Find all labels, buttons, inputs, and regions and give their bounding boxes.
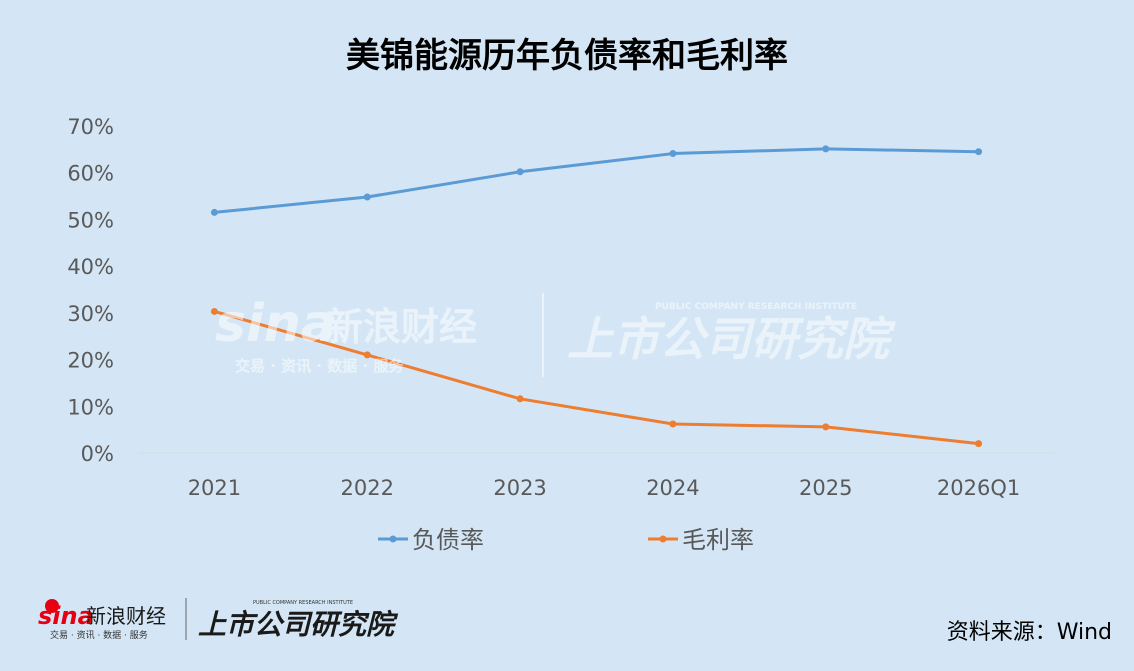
series-layer [210, 145, 983, 448]
x-axis: 2021 2022 2023 2024 2025 2026Q1 [188, 476, 1021, 500]
x-tick-label: 2022 [341, 476, 394, 500]
footer-institute-en: PUBLIC COMPANY RESEARCH INSTITUTE [253, 600, 353, 606]
data-point [669, 420, 677, 428]
y-tick-label: 60% [67, 162, 114, 186]
series-line-1 [212, 147, 981, 214]
data-point [975, 148, 983, 156]
y-tick-label: 30% [67, 302, 114, 326]
x-tick-label: 2023 [493, 476, 546, 500]
data-point [822, 423, 830, 431]
watermark-institute-en: PUBLIC COMPANY RESEARCH INSTITUTE [655, 302, 857, 312]
data-point [516, 395, 524, 403]
y-tick-label: 40% [67, 255, 114, 279]
watermark: sina 新浪财经 交易 · 资讯 · 数据 · 服务 上市公司研究院 PUBL… [215, 293, 896, 377]
data-point [210, 208, 218, 216]
y-tick-label: 70% [67, 115, 114, 139]
legend-marker-2 [659, 535, 667, 543]
y-tick-label: 0% [81, 442, 114, 466]
watermark-tagline: 交易 · 资讯 · 数据 · 服务 [235, 357, 404, 375]
data-point [363, 351, 371, 359]
data-point [363, 193, 371, 201]
legend-marker-1 [389, 535, 397, 543]
x-tick-label: 2024 [646, 476, 699, 500]
footer-logo: sina 新浪财经 交易 · 资讯 · 数据 · 服务 上市公司研究院 PUBL… [38, 598, 399, 641]
data-point [210, 307, 218, 315]
legend-label-2: 毛利率 [682, 526, 754, 554]
x-tick-label: 2021 [188, 476, 241, 500]
y-tick-label: 50% [67, 208, 114, 232]
watermark-brand-cn: 新浪财经 [325, 305, 477, 349]
footer-tagline: 交易 · 资讯 · 数据 · 服务 [50, 629, 148, 641]
watermark-institute: 上市公司研究院 [567, 312, 896, 366]
sina-eye-icon [45, 599, 59, 613]
data-point [975, 440, 983, 448]
footer-brand-cn: 新浪财经 [86, 604, 166, 628]
source-text: 资料来源：Wind [946, 620, 1112, 645]
chart-title: 美锦能源历年负债率和毛利率 [346, 36, 788, 76]
y-tick-label: 10% [67, 395, 114, 419]
footer-sina-logo: sina [38, 602, 94, 630]
legend-label-1: 负债率 [412, 526, 484, 554]
legend: 负债率 毛利率 [378, 526, 754, 554]
series-line-2 [212, 309, 981, 446]
footer-institute: 上市公司研究院 [198, 608, 399, 641]
watermark-sina-logo: sina [215, 294, 336, 354]
x-tick-label: 2026Q1 [937, 476, 1020, 500]
data-point [822, 145, 830, 153]
y-tick-label: 20% [67, 349, 114, 373]
x-tick-label: 2025 [799, 476, 852, 500]
data-point [516, 168, 524, 176]
data-point [669, 150, 677, 158]
y-axis: 0% 10% 20% 30% 40% 50% 60% 70% [67, 115, 114, 466]
